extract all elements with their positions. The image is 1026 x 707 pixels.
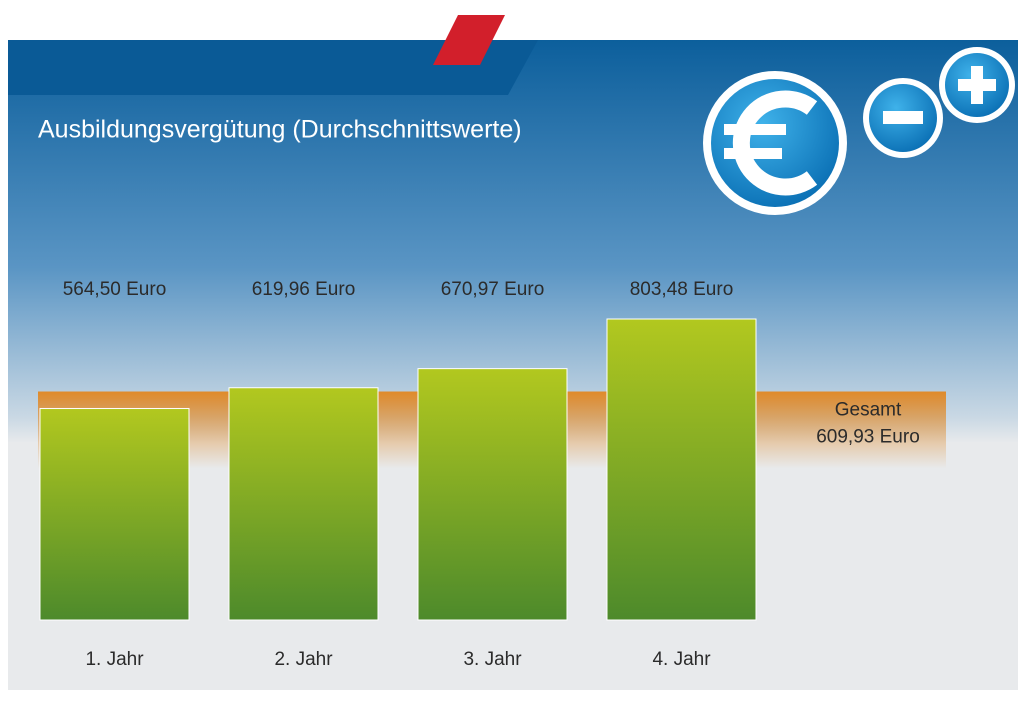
value-label: 564,50 Euro xyxy=(63,279,167,300)
reference-name: Gesamt xyxy=(835,400,902,421)
value-label: 670,97 Euro xyxy=(441,279,545,300)
x-tick-label: 1. Jahr xyxy=(85,649,144,670)
reference-value-label: 609,93 Euro xyxy=(816,427,920,448)
bar xyxy=(606,318,757,621)
euro-icon xyxy=(703,47,1015,215)
value-label: 803,48 Euro xyxy=(630,279,734,300)
x-tick-label: 2. Jahr xyxy=(274,649,333,670)
logo-accent xyxy=(433,15,505,65)
bar xyxy=(417,368,568,621)
chart-title: Ausbildungsvergütung (Durchschnittswerte… xyxy=(38,116,522,144)
x-tick-label: 4. Jahr xyxy=(652,649,711,670)
value-label: 619,96 Euro xyxy=(252,279,356,300)
bar xyxy=(39,408,190,621)
x-tick-label: 3. Jahr xyxy=(463,649,522,670)
header-strip xyxy=(8,40,538,95)
bar xyxy=(228,387,379,621)
